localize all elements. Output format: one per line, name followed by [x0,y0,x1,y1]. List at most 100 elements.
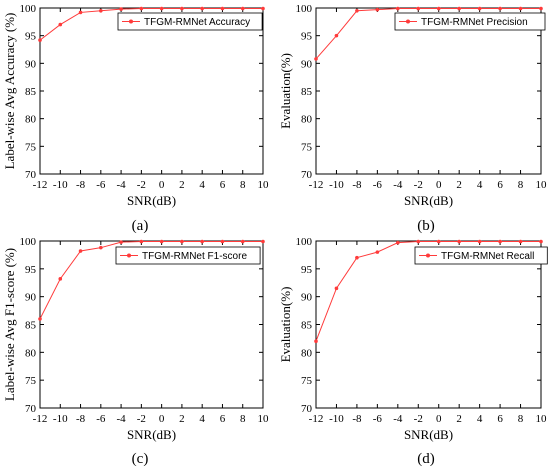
y-axis-label: Evaluation(%) [278,287,293,363]
x-tick-label: 8 [518,413,524,425]
y-tick-label: 95 [301,31,313,43]
data-point [457,6,461,11]
data-point [220,239,225,244]
legend-box [115,246,261,265]
data-point [375,7,380,12]
data-point [99,8,103,13]
x-tick-label: 4 [199,413,205,425]
x-tick-label: -12 [33,179,48,191]
x-tick-label: -12 [33,413,48,425]
y-tick-label: 85 [301,86,313,98]
series-line [315,241,541,342]
data-point [498,6,502,11]
plot-frame [39,7,264,175]
data-point [416,6,421,11]
data-point [99,245,103,250]
data-point [58,22,63,27]
chart-panel-2: -12 -10 -8 -6 -4 -2 0 2 4 6 8 10 70 75 80 85 90 95 100 SNR(… [2,236,269,467]
x-tick-label: 10 [536,413,548,425]
x-axis-label: SNR(dB) [404,427,453,442]
y-tick-label: 85 [301,320,313,332]
x-tick-label: 10 [258,179,270,191]
data-point [78,249,83,253]
y-tick-label: 85 [25,86,37,98]
x-tick-label: -4 [393,413,403,425]
data-point [355,255,359,260]
y-tick-label: 80 [25,114,37,126]
y-tick-label: 80 [301,347,313,359]
x-tick-label: -12 [309,413,324,425]
x-tick-label: -12 [309,179,324,191]
x-tick-label: 0 [436,179,442,191]
y-tick-label: 75 [25,375,37,387]
panel-caption: (d) [417,451,435,467]
x-tick-label: -6 [373,179,383,191]
x-tick-label: 6 [220,179,226,191]
series-line [39,241,263,320]
x-tick-label: 0 [159,179,165,191]
y-tick-label: 75 [301,375,313,387]
plot-frame [39,240,264,409]
data-point [539,239,543,244]
chart-panel-3: -12 -10 -8 -6 -4 -2 0 2 4 6 8 10 70 75 80 85 90 95 100 SNR(… [278,236,548,467]
legend-marker [406,19,410,24]
series-line [315,8,541,60]
plot-frame [315,7,542,175]
plot-frame [315,240,542,409]
legend-marker [129,19,133,24]
y-tick-label: 70 [301,169,313,181]
x-tick-label: -4 [117,179,127,191]
x-tick-label: -4 [393,179,403,191]
x-tick-label: 2 [456,179,462,191]
legend-label: TFGM-RMNet Accuracy [144,17,250,28]
data-point [240,6,245,11]
y-tick-label: 85 [25,320,37,332]
y-axis-label: Label-wise Avg Accuracy (%) [2,13,17,170]
x-tick-label: -2 [137,413,146,425]
data-point [261,6,265,11]
data-point [180,239,184,244]
data-point [396,6,400,11]
legend-label: TFGM-RMNet Precision [421,17,528,28]
x-tick-label: 6 [220,413,226,425]
x-tick-label: 8 [240,179,246,191]
x-tick-label: -8 [76,179,86,191]
y-tick-label: 100 [20,3,37,15]
data-point [375,250,380,254]
legend-box [394,12,546,31]
data-point [159,6,164,11]
x-tick-label: 0 [159,413,165,425]
y-tick-label: 80 [301,114,313,126]
x-tick-label: 10 [258,413,270,425]
x-tick-label: -2 [414,179,423,191]
data-point [498,239,502,244]
data-point [180,6,184,11]
x-tick-label: -8 [76,413,86,425]
x-tick-label: 2 [179,413,185,425]
data-point [477,6,482,11]
data-point [220,6,225,11]
x-tick-label: 4 [477,179,483,191]
data-point [334,33,339,38]
data-point [139,239,144,244]
legend-box [414,246,548,265]
data-point [139,6,144,11]
series-line [39,8,263,41]
x-tick-label: -6 [96,179,106,191]
x-tick-label: 6 [497,179,503,191]
x-axis-label: SNR(dB) [127,427,176,442]
y-tick-label: 95 [25,31,37,43]
x-axis-label: SNR(dB) [404,193,453,208]
x-tick-label: -2 [137,179,146,191]
legend-label: TFGM-RMNet Recall [441,251,534,262]
legend-marker [127,253,131,258]
data-point [78,10,83,15]
data-point [261,239,265,244]
data-point [539,6,543,11]
y-tick-label: 90 [301,58,313,70]
x-tick-label: -6 [96,413,106,425]
x-tick-label: -10 [53,179,68,191]
y-tick-label: 100 [296,3,313,15]
y-tick-label: 70 [301,403,313,415]
data-point [314,57,318,61]
